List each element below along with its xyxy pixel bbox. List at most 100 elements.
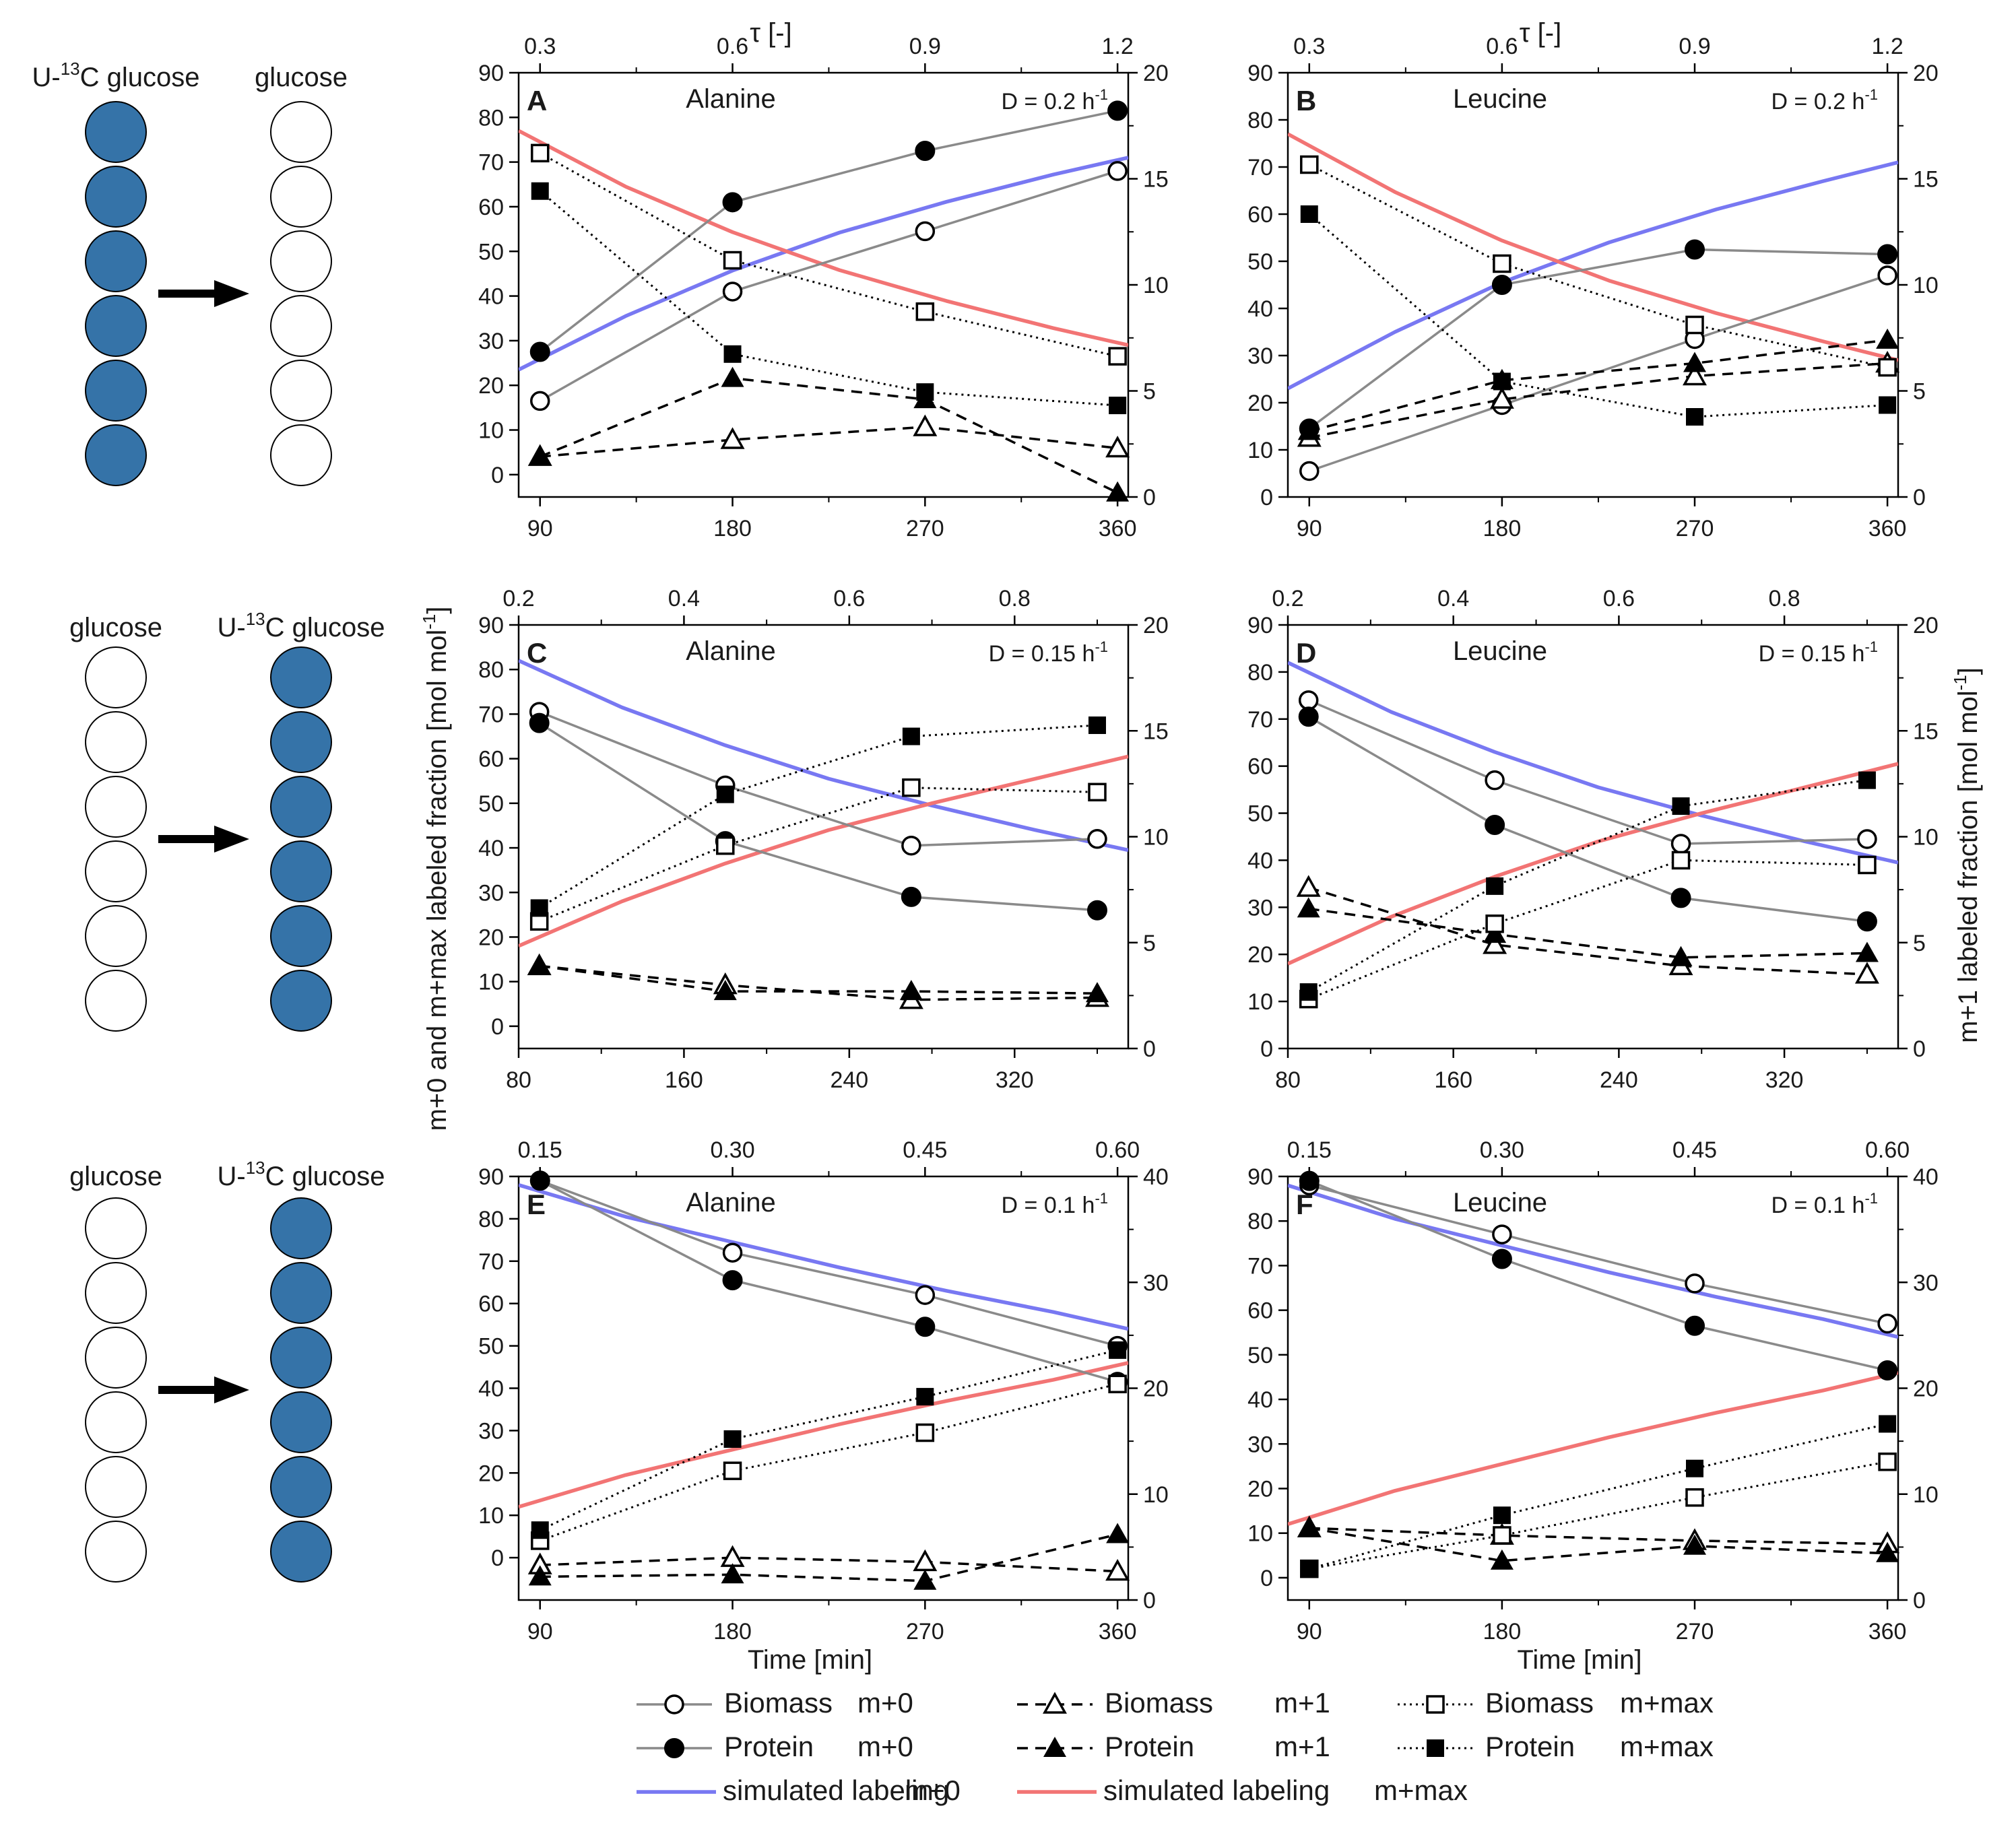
data-point-square-filled bbox=[1672, 797, 1690, 815]
data-point-triangle-filled bbox=[1297, 1517, 1321, 1537]
legend-item: Biomass m+0 bbox=[637, 1687, 913, 1719]
sim-curve-blue bbox=[1288, 1183, 1898, 1339]
data-point-square-open bbox=[531, 143, 550, 163]
data-point-triangle-open bbox=[1489, 387, 1514, 409]
data-point-triangle-open bbox=[913, 1549, 938, 1572]
x-tick-label: 160 bbox=[1434, 1067, 1472, 1093]
plot-frame bbox=[1287, 1175, 1899, 1601]
right-tick-label: 10 bbox=[1913, 1482, 1939, 1508]
right-tick-label: 5 bbox=[1913, 379, 1926, 405]
series-line-circle-filled bbox=[539, 109, 1118, 353]
left-tick-label: 50 bbox=[1247, 249, 1273, 275]
data-point-circle-filled bbox=[722, 192, 743, 213]
carbon-atom bbox=[270, 905, 332, 967]
x-tick-label: 270 bbox=[1676, 1619, 1714, 1644]
schematic-left-label-pre: U- bbox=[32, 63, 60, 92]
top-tick-label: 0.2 bbox=[1272, 586, 1303, 611]
carbon-atom bbox=[270, 1197, 332, 1259]
data-point-square-filled bbox=[1686, 1459, 1703, 1477]
dilution-rate-value: D = 0.1 h bbox=[1771, 1193, 1865, 1218]
sim-curve-red bbox=[519, 754, 1128, 948]
x-tick-label: 180 bbox=[713, 516, 752, 541]
right-tick-label: 40 bbox=[1913, 1164, 1939, 1190]
data-point-square-filled bbox=[1486, 877, 1504, 895]
carbon-atom bbox=[85, 1327, 147, 1389]
data-point-circle-filled bbox=[1491, 1249, 1512, 1269]
right-tick-label: 30 bbox=[1913, 1270, 1939, 1296]
dilution-rate: D = 0.15 h-1 bbox=[1759, 638, 1878, 667]
data-point-square-open bbox=[915, 1423, 935, 1442]
data-point-triangle-open bbox=[1854, 962, 1879, 984]
data-point-circle-open bbox=[901, 835, 921, 856]
x-tick-label: 80 bbox=[506, 1067, 531, 1093]
series-line-circle-filled bbox=[1309, 1179, 1888, 1372]
carbon-atom bbox=[85, 1262, 147, 1324]
schematic-2: glucose U-13C glucose bbox=[69, 609, 385, 1032]
right-tick-label: 20 bbox=[1143, 61, 1169, 86]
series-line-square-open bbox=[540, 1383, 1118, 1542]
left-tick-label: 40 bbox=[478, 284, 504, 310]
top-tick-label: 0.15 bbox=[1287, 1137, 1332, 1163]
data-point-circle-open bbox=[1877, 1313, 1897, 1334]
right-tick-label: 10 bbox=[1143, 1482, 1169, 1508]
legend-suffix: m+1 bbox=[1274, 1731, 1330, 1762]
data-point-square-filled bbox=[916, 1388, 934, 1406]
arrow-right-icon bbox=[158, 826, 249, 853]
left-tick-label: 40 bbox=[1247, 848, 1273, 873]
left-tick-label: 60 bbox=[478, 1292, 504, 1317]
data-point-circle-filled bbox=[1856, 911, 1877, 932]
series-line-triangle-open bbox=[1309, 362, 1888, 439]
data-point-circle-filled bbox=[901, 886, 921, 907]
data-point-square-open bbox=[723, 1461, 742, 1480]
carbon-atom bbox=[85, 711, 147, 773]
data-point-triangle-open bbox=[720, 1545, 745, 1567]
left-tick-label: 50 bbox=[478, 239, 504, 265]
data-point-triangle-filled bbox=[1106, 481, 1130, 502]
data-point-square-open bbox=[1108, 347, 1127, 366]
data-point-triangle-filled bbox=[721, 1563, 744, 1584]
left-axis-title-sup: -1 bbox=[419, 614, 439, 630]
left-tick-label: 0 bbox=[491, 463, 504, 488]
left-tick-label: 70 bbox=[1247, 707, 1273, 733]
series-line-square-filled bbox=[1307, 779, 1868, 993]
left-tick-label: 30 bbox=[478, 329, 504, 354]
carbon-atom bbox=[270, 360, 332, 422]
data-point-circle-filled bbox=[1685, 1315, 1705, 1336]
plot-area bbox=[1288, 132, 1898, 473]
data-point-triangle-filled bbox=[913, 1569, 937, 1590]
data-point-square-filled bbox=[531, 182, 549, 200]
carbon-atom bbox=[270, 230, 332, 292]
top-tick-label: 0.6 bbox=[833, 586, 865, 611]
data-point-square-open bbox=[716, 836, 735, 855]
sim-curve-red bbox=[1288, 762, 1898, 966]
data-point-circle-filled bbox=[1670, 888, 1691, 908]
data-point-triangle-filled bbox=[1490, 1549, 1514, 1570]
bottom-axis-title: Time [min] bbox=[748, 1645, 872, 1675]
arrow-right-icon bbox=[158, 280, 249, 307]
left-tick-label: 10 bbox=[1247, 438, 1273, 463]
dilution-rate-value: D = 0.15 h bbox=[1759, 641, 1865, 667]
x-tick-label: 180 bbox=[713, 1619, 752, 1644]
legend-name: Protein bbox=[1105, 1731, 1194, 1762]
left-tick-label: 90 bbox=[478, 613, 504, 638]
left-tick-label: 80 bbox=[1247, 1209, 1273, 1234]
dilution-rate: D = 0.1 h-1 bbox=[1002, 1190, 1108, 1218]
series-line-square-open bbox=[1309, 1461, 1888, 1570]
left-tick-label: 70 bbox=[478, 150, 504, 176]
panel-letter: F bbox=[1296, 1189, 1313, 1220]
right-tick-label: 5 bbox=[1143, 379, 1156, 405]
series-line-circle-open bbox=[1309, 274, 1888, 473]
left-tick-label: 20 bbox=[478, 373, 504, 399]
schematic-right-label-pre: U- bbox=[217, 1162, 245, 1191]
data-point-circle-filled bbox=[722, 1270, 743, 1291]
carbon-atom bbox=[85, 230, 147, 292]
left-tick-label: 80 bbox=[1247, 108, 1273, 133]
top-tick-label: 0.8 bbox=[1768, 586, 1800, 611]
left-tick-label: 10 bbox=[478, 970, 504, 995]
data-point-circle-open bbox=[915, 1285, 936, 1305]
series-line-triangle-filled bbox=[539, 964, 1098, 995]
